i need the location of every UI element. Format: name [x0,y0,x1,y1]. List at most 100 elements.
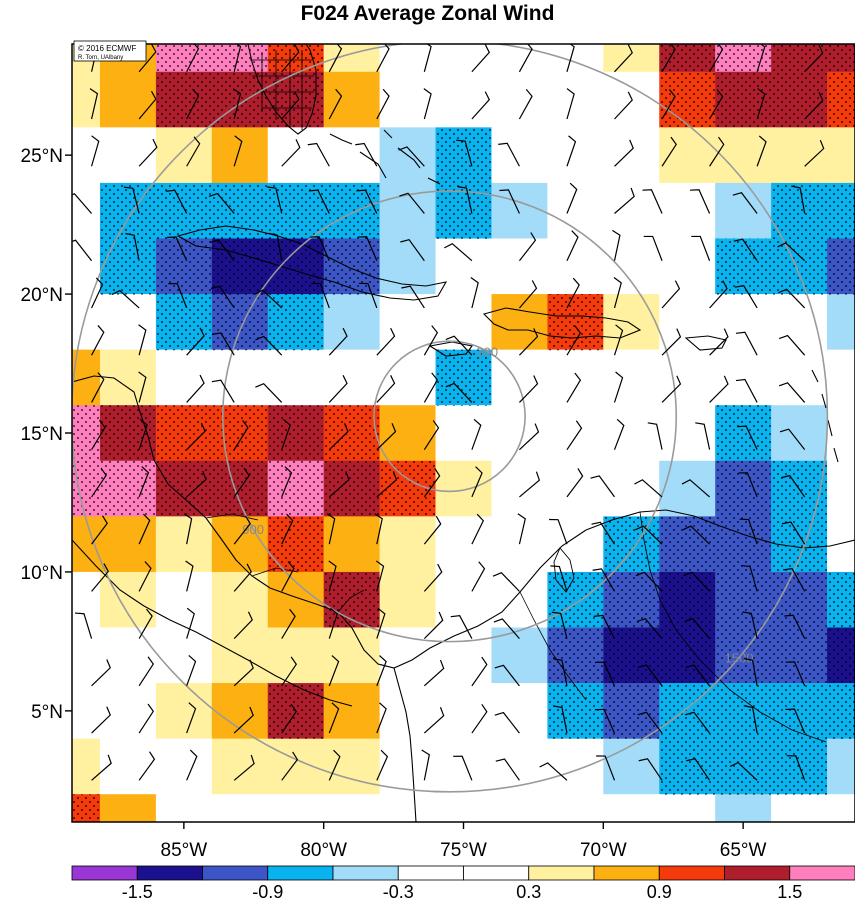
wind-barb [709,89,724,120]
wind-barb [233,44,242,72]
colorbar-label: -1.5 [122,882,153,900]
wind-barb [399,192,425,214]
wind-barb [709,328,729,356]
wind-barb [91,706,111,734]
wind-barb [614,139,634,167]
stipple-cell [72,794,101,822]
wind-cell [659,405,716,462]
stipple-cell [211,71,269,128]
wind-barb [735,378,758,403]
wind-barb [780,474,806,498]
wind-barb [456,139,473,167]
wind-barb [72,239,93,262]
wind-barb [376,88,390,120]
coastline-pacific-side [72,539,353,707]
wind-cell [715,349,772,406]
wind-cell [659,794,716,822]
wind-barb [781,521,806,545]
wind-cell [323,294,381,351]
wind-cell [547,738,604,795]
colorbar-swatch [658,865,725,881]
wind-barb [786,755,806,781]
wind-barb [233,754,255,781]
wind-barb [661,375,682,403]
stipple-cell [155,44,213,73]
stipple-cell [715,738,772,795]
wind-barb [138,371,147,403]
wind-barb [281,656,297,687]
wind-barb [566,88,575,120]
wind-barb [186,607,195,639]
wind-cell [827,127,855,184]
wind-cell [155,627,213,684]
stipple-cell [211,182,269,240]
wind-barb [123,186,140,214]
wind-barb [138,656,155,687]
wind-cell [547,405,604,462]
stipple-cell [323,460,381,517]
lon-tick-label: 75°W [440,840,487,861]
colorbar-label: 0.3 [516,882,541,900]
wind-barb [233,420,249,450]
wind-barb [738,472,758,498]
stipple-cell [323,571,381,629]
wind-cell [659,238,716,295]
stipple-cell [715,460,772,517]
wind-barb [637,664,663,687]
wind-barb [457,186,473,214]
wind-barb [328,327,348,356]
wind-cell [379,405,437,462]
wind-barb [450,615,473,639]
stipple-cell [715,71,772,128]
lon-tick-label: 80°W [300,840,347,861]
colorbar-swatch [267,865,334,881]
stipple-cell [659,738,716,795]
stipple-cell [827,71,855,128]
wind-barb [499,189,520,214]
wind-barbs [72,44,825,781]
stipple-cell [827,238,855,295]
wind-barb [689,189,711,214]
wind-cell [603,460,660,517]
wind-barb [684,617,711,639]
wind-cell [323,349,381,406]
stipple-cell [771,238,828,295]
wind-barb [613,277,622,309]
stipple-cell [659,627,716,684]
wind-barb [167,236,188,261]
wind-barb [326,513,336,545]
stipple-cell [155,182,213,240]
wind-cell [379,349,437,406]
wind-cell [491,182,548,240]
stipple-cell [155,294,213,351]
wind-barb [72,193,93,214]
wind-barb [138,561,152,592]
stipple-cell [659,571,716,629]
wind-barb [661,328,682,356]
wind-barb [647,422,663,450]
wind-barb [328,702,340,734]
wind-barb [566,468,584,498]
wind-barb [709,136,725,167]
wind-cell [547,516,604,573]
wind-barb [423,325,439,356]
wind-cell [491,794,548,822]
wind-cell [323,683,381,740]
wind-cell [827,794,855,822]
wind-barb [168,283,188,309]
wind-barb [539,762,568,781]
stipple-cell [827,182,855,240]
wind-cell [211,516,269,573]
wind-barb [281,513,294,545]
wind-barb [594,708,616,734]
colorbar-swatch [397,865,464,881]
wind-barb [518,88,533,120]
wind-barb [613,418,625,450]
wind-barb [421,749,430,781]
wind-cell [827,294,855,351]
wind-cell [603,238,660,295]
wind-barb [551,611,568,639]
coastline-puerto-rico [684,335,727,351]
wind-barb [233,706,254,734]
stipple-cell [771,71,828,128]
